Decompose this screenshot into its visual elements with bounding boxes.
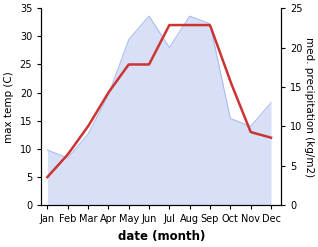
Y-axis label: med. precipitation (kg/m2): med. precipitation (kg/m2) bbox=[304, 37, 314, 177]
X-axis label: date (month): date (month) bbox=[118, 230, 205, 243]
Y-axis label: max temp (C): max temp (C) bbox=[4, 71, 14, 143]
